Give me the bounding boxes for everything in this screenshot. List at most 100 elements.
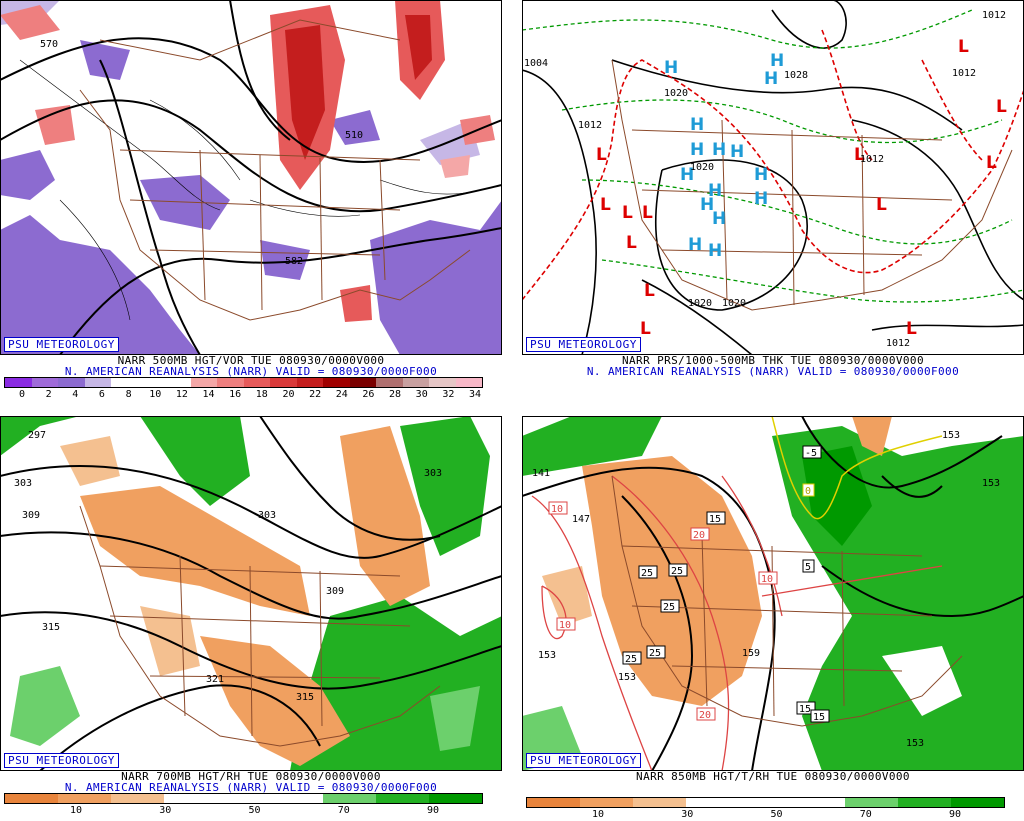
temperature-label: 10	[761, 574, 773, 585]
low-pressure-label: L	[958, 37, 969, 57]
temperature-label: 25	[649, 648, 661, 659]
low-pressure-label: L	[622, 203, 633, 223]
colorbar-swatch	[5, 794, 58, 803]
contour-label: 315	[296, 692, 314, 703]
colorbar	[526, 797, 1005, 808]
psu-logo: PSU METEOROLOGY	[4, 337, 119, 352]
colorbar-swatch	[527, 798, 580, 807]
high-pressure-label: H	[754, 189, 768, 209]
colorbar	[4, 793, 483, 804]
colorbar-tick-label: 26	[362, 389, 375, 400]
contour-label: 309	[326, 586, 344, 597]
high-pressure-label: H	[680, 165, 694, 185]
colorbar-tick-label: 28	[389, 389, 402, 400]
colorbar-swatch	[402, 378, 429, 387]
colorbar-tick-label: 22	[309, 389, 322, 400]
high-pressure-label: H	[730, 142, 744, 162]
low-pressure-label: L	[854, 145, 865, 165]
temperature-label: 10	[551, 504, 563, 515]
contour-label: 303	[14, 478, 32, 489]
temperature-label: 20	[693, 530, 705, 541]
colorbar-tick-label: 30	[159, 805, 172, 816]
colorbar-swatch	[111, 378, 138, 387]
colorbar-tick-label: 0	[18, 389, 26, 400]
colorbar-tick-label: 10	[69, 805, 83, 816]
colorbar-tick-label: 2	[45, 389, 52, 400]
temperature-label-box	[802, 559, 815, 573]
temperature-label: 15	[799, 704, 811, 715]
map-frame	[522, 0, 1024, 355]
colorbar-swatch	[190, 378, 217, 387]
low-pressure-label: L	[876, 195, 887, 215]
psu-logo: PSU METEOROLOGY	[526, 337, 641, 352]
contour-label: 570	[40, 39, 58, 50]
colorbar-tick-label: 14	[202, 389, 215, 400]
contour-label: 153	[906, 738, 924, 749]
colorbar-ticks: 0 2 4 6 8 10 12 14 16 18 20 22 24 26 28 30 32 34	[4, 389, 481, 401]
low-pressure-label: L	[596, 145, 607, 165]
map-frame	[0, 416, 502, 771]
high-pressure-label: H	[690, 140, 704, 160]
colorbar-swatch	[243, 378, 270, 387]
colorbar-tick-label: 70	[859, 809, 872, 820]
temperature-label: -5	[805, 448, 817, 459]
colorbar-tick-label: 8	[125, 389, 132, 400]
contour-label: 321	[206, 674, 224, 685]
contour-label: 1020	[664, 88, 688, 99]
contour-label: 297	[28, 430, 46, 441]
colorbar-tick-label: 90	[426, 805, 440, 816]
high-pressure-label: H	[690, 115, 704, 135]
colorbar-swatch	[111, 794, 164, 803]
contour-label: 147	[572, 514, 590, 525]
colorbar-swatch	[270, 378, 297, 387]
rh-700-map: 297 303 309 303 315 309 321 315 303	[0, 416, 502, 771]
colorbar-swatch	[580, 798, 633, 807]
panel-500mb: 570 510 582 PSU METEOROLOGY NARR 500MB H…	[0, 0, 502, 403]
contour-label: 153	[618, 672, 636, 683]
temperature-label-box	[646, 645, 666, 659]
colorbar-swatch	[951, 798, 1004, 807]
colorbar-swatch	[270, 794, 323, 803]
colorbar-swatch	[217, 378, 244, 387]
psu-logo: PSU METEOROLOGY	[4, 753, 119, 768]
colorbar-swatch	[217, 794, 270, 803]
panel-850mb: 141 147 153 153 153 153 159 153 -5 0 5 10 15…	[522, 416, 1024, 820]
colorbar-tick-label: 20	[282, 389, 295, 400]
low-pressure-label: L	[644, 281, 655, 301]
map-frame	[522, 416, 1024, 771]
colorbar-swatch	[429, 378, 456, 387]
temperature-label: 15	[813, 712, 825, 723]
colorbar-tick-label: 30	[681, 809, 694, 820]
colorbar-tick-label: 16	[229, 389, 242, 400]
colorbar-swatch	[633, 798, 686, 807]
colorbar-tick-label: 50	[248, 805, 261, 816]
colorbar-ticks: 10 30 50 70 90	[4, 805, 481, 817]
temperature-label-box	[810, 709, 830, 723]
contour-label: 141	[532, 468, 550, 479]
temperature-label-box	[660, 599, 680, 613]
colorbar-swatch	[739, 798, 792, 807]
contour-label: 1012	[886, 338, 910, 349]
colorbar-tick-label: 50	[770, 809, 783, 820]
contour-label: 1012	[952, 68, 976, 79]
contour-label: 153	[942, 430, 960, 441]
low-pressure-label: L	[626, 233, 637, 253]
contour-label: 1020	[722, 298, 746, 309]
colorbar-tick-label: 6	[98, 389, 105, 400]
contour-label: 159	[742, 648, 760, 659]
colorbar-tick-label: 24	[335, 389, 348, 400]
temperature-label-box	[556, 617, 576, 631]
temperature-label-box	[696, 707, 716, 721]
title-line: NARR 850MB HGT/T/RH TUE 080930/0000V000	[636, 770, 910, 783]
high-pressure-label: H	[708, 241, 722, 261]
temperature-label: 15	[709, 514, 721, 525]
colorbar-tick-label: 70	[337, 805, 350, 816]
temperature-label-box	[758, 571, 778, 585]
low-pressure-label: L	[642, 203, 653, 223]
colorbar-swatch	[323, 794, 376, 803]
low-pressure-label: L	[996, 97, 1007, 117]
colorbar-swatch	[164, 378, 191, 387]
colorbar-tick-label: 4	[72, 389, 79, 400]
colorbar-tick-label: 18	[255, 389, 268, 400]
